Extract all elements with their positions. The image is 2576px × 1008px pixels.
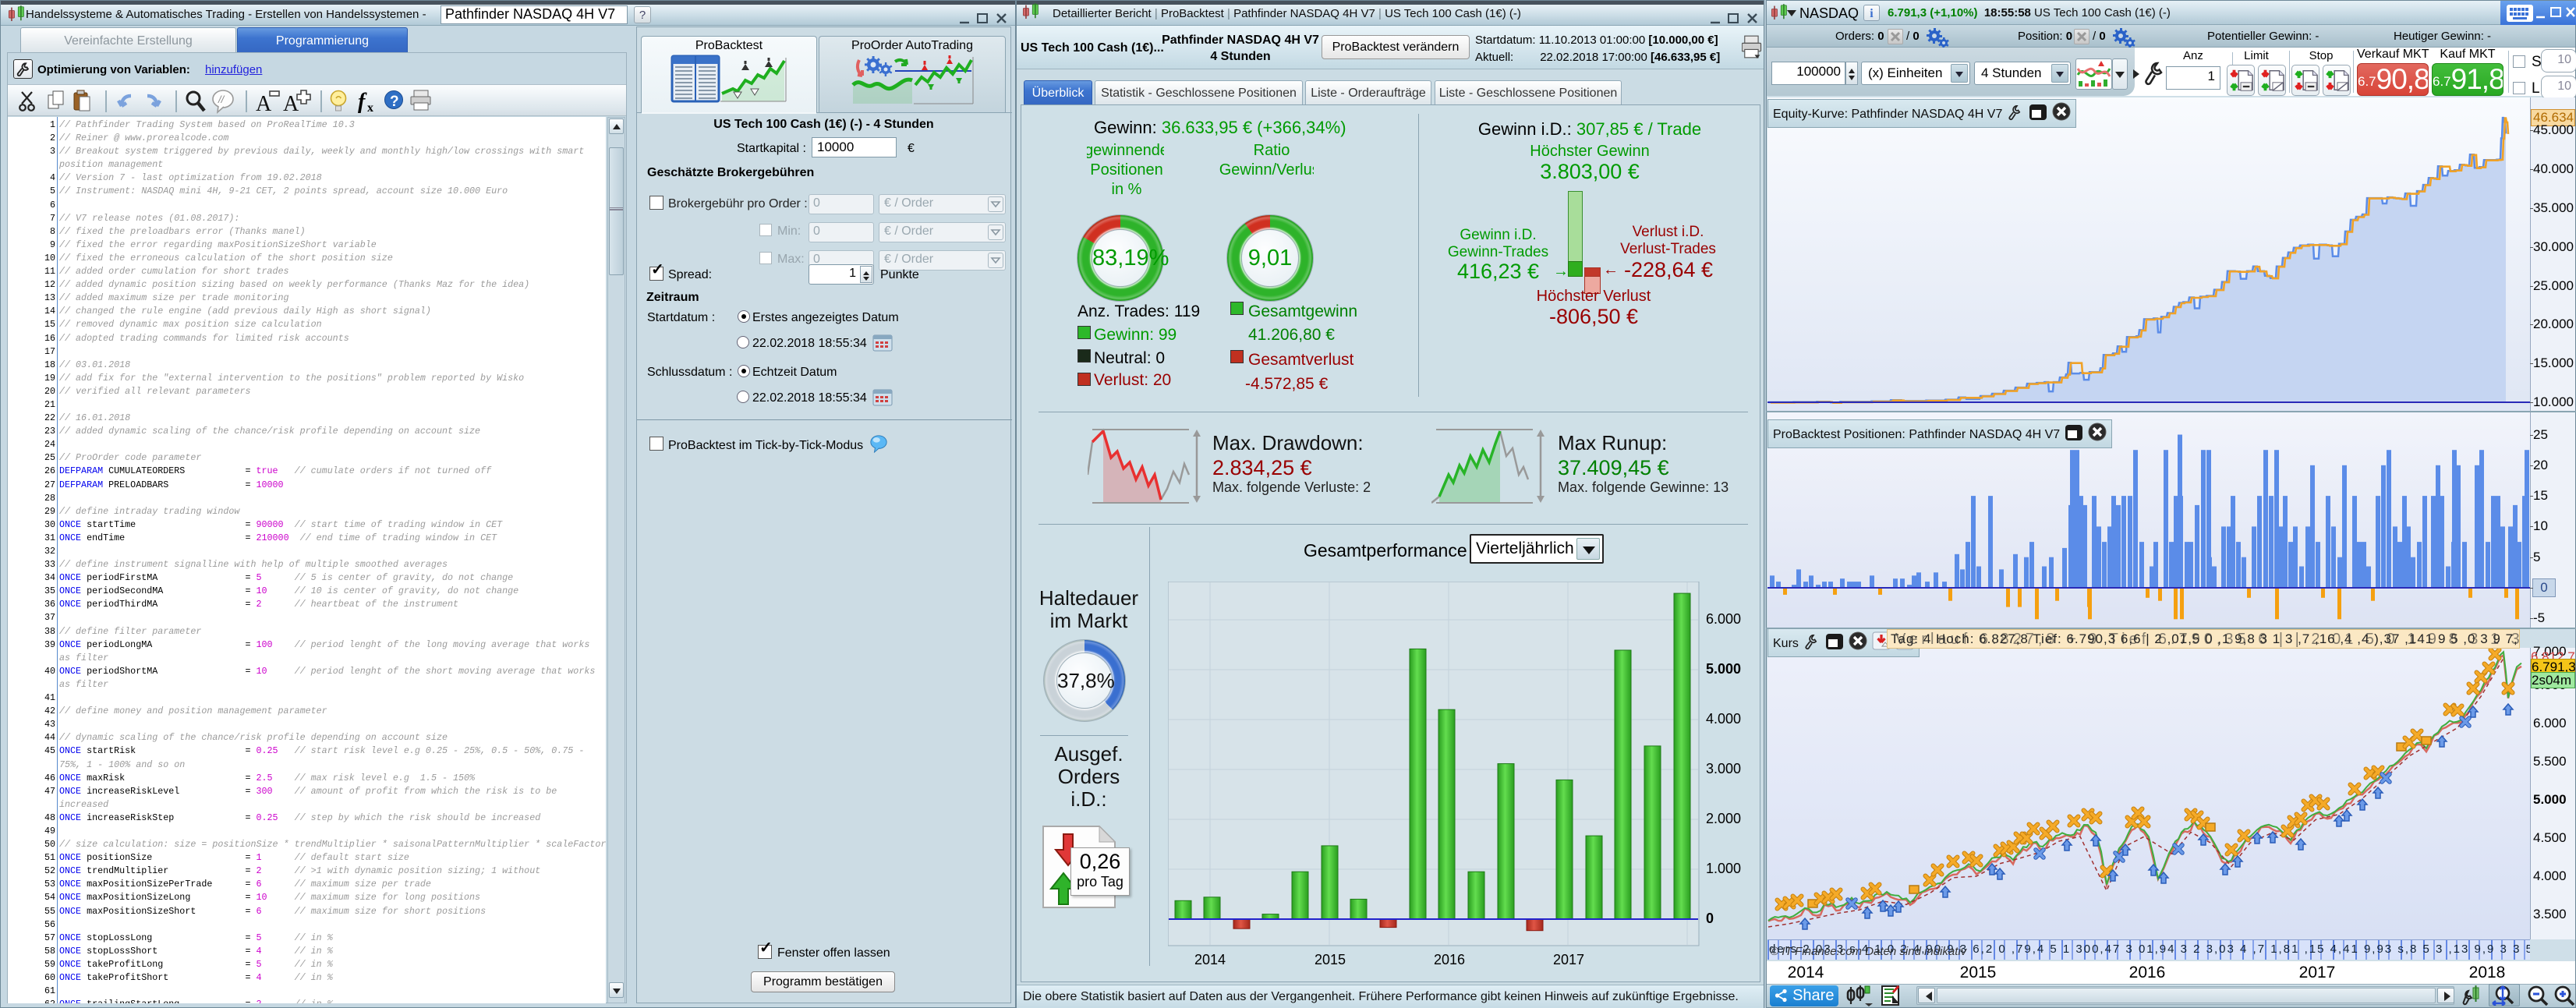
svg-text:x: x: [367, 101, 373, 115]
svg-text://: //: [218, 94, 225, 105]
svg-text:A: A: [256, 92, 272, 115]
svg-text:?: ?: [390, 94, 399, 110]
svg-text:A: A: [283, 92, 299, 115]
svg-text:f: f: [358, 90, 367, 114]
